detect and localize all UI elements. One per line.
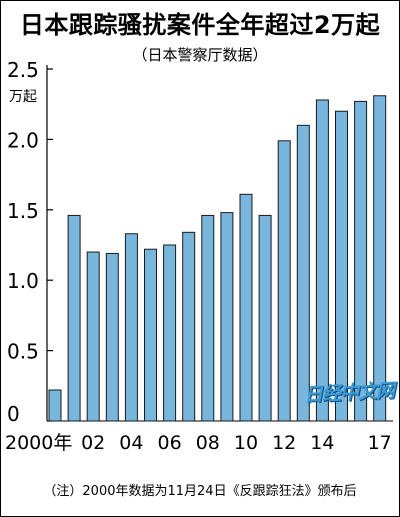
y-tick-label: 2.5 xyxy=(7,58,39,82)
x-tick-label: 02 xyxy=(81,432,105,454)
bar-2005 xyxy=(144,248,157,422)
bar-2011 xyxy=(258,214,272,422)
bar-2017 xyxy=(373,95,387,422)
x-tick-label: 04 xyxy=(119,432,143,454)
x-tick-label: 08 xyxy=(196,432,220,454)
bar-2012 xyxy=(277,140,291,422)
x-tick-label: 14 xyxy=(310,432,334,454)
bar-2001 xyxy=(67,214,81,422)
y-tick-label: 0 xyxy=(7,402,20,426)
bar-2002 xyxy=(86,251,100,422)
x-tick-label: 17 xyxy=(368,432,392,454)
x-tick-label: 06 xyxy=(158,432,182,454)
chart-title: 日本跟踪骚扰案件全年超过2万起 xyxy=(19,11,381,39)
bar-2000 xyxy=(48,389,62,422)
bar-2013 xyxy=(296,124,310,422)
bar-2015 xyxy=(335,110,348,422)
y-axis-unit: 万起 xyxy=(9,89,37,105)
y-tick-label: 0.5 xyxy=(7,340,39,364)
bar-2004 xyxy=(124,233,138,422)
bar-2016 xyxy=(354,100,368,422)
bar-2008 xyxy=(201,214,215,422)
y-tick-label: 1.0 xyxy=(7,269,39,293)
bar-2006 xyxy=(163,244,177,422)
x-tick-label: 10 xyxy=(234,432,258,454)
bar-2007 xyxy=(182,231,196,422)
chart-subtitle: （日本警察厅数据） xyxy=(132,46,268,64)
x-tick-label: 2000年 xyxy=(5,432,72,454)
watermark-logo: 日经中文网 xyxy=(303,379,395,407)
bar-2003 xyxy=(105,252,119,422)
bar-chart: 2.5 2.0 1.5 1.0 0.5 0 2000年 02 04 06 08 10 12 14 17 xyxy=(5,58,393,454)
bar-2009 xyxy=(220,212,234,422)
x-tick-label: 12 xyxy=(272,432,296,454)
bar-2014 xyxy=(315,99,329,422)
y-tick-label: 2.0 xyxy=(7,128,39,152)
y-tick-label: 1.5 xyxy=(7,199,39,223)
chart-note: （注）2000年数据为11月24日《反跟踪狂法》颁布后 xyxy=(43,484,357,499)
bar-2010 xyxy=(239,193,253,422)
